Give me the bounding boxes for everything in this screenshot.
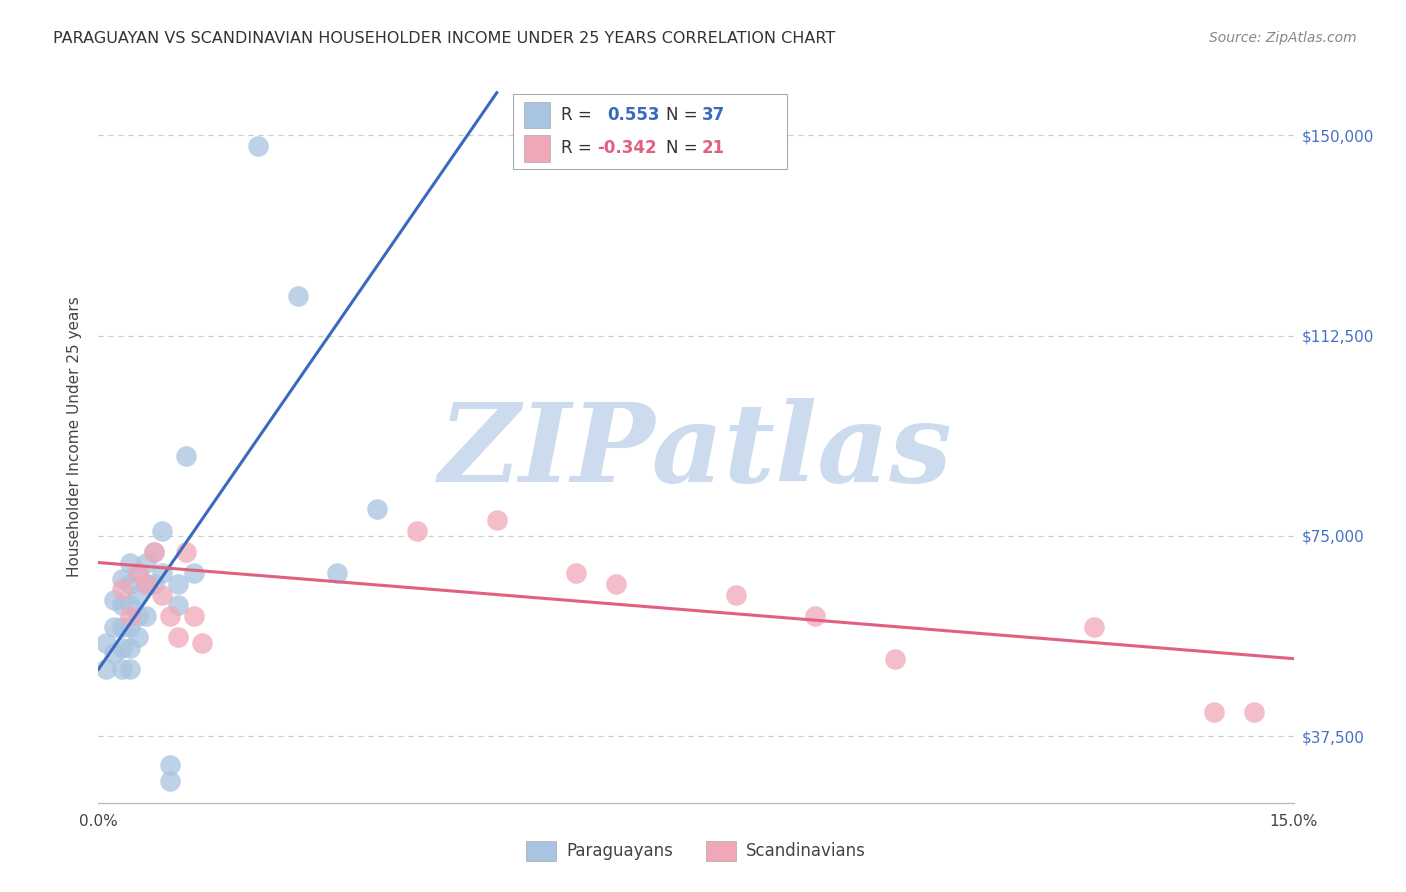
Point <box>120 662 142 676</box>
Text: R =: R = <box>561 139 598 157</box>
Text: 0.553: 0.553 <box>607 106 659 124</box>
Text: Source: ZipAtlas.com: Source: ZipAtlas.com <box>1209 31 1357 45</box>
Point <box>183 566 205 581</box>
Point <box>1243 705 1265 719</box>
Point <box>143 577 166 591</box>
Point <box>127 588 149 602</box>
Point <box>111 599 134 613</box>
Point <box>804 609 827 624</box>
Text: R =: R = <box>561 106 602 124</box>
Text: 21: 21 <box>702 139 724 157</box>
Point <box>135 556 157 570</box>
Point <box>120 577 142 591</box>
Text: 37: 37 <box>702 106 725 124</box>
Point <box>565 566 588 581</box>
Point <box>366 502 388 516</box>
Point <box>135 577 157 591</box>
Point <box>1202 705 1225 719</box>
Point <box>111 640 134 655</box>
Point <box>326 566 349 581</box>
Point <box>485 513 508 527</box>
Point <box>127 566 149 581</box>
Point <box>174 545 197 559</box>
Point <box>191 635 214 649</box>
Point <box>103 593 125 607</box>
Point <box>183 609 205 624</box>
Point <box>120 640 142 655</box>
Point <box>103 646 125 660</box>
Point <box>127 609 149 624</box>
Point <box>406 524 429 538</box>
Point <box>111 572 134 586</box>
Text: ZIPatlas: ZIPatlas <box>439 398 953 506</box>
Point <box>287 288 309 302</box>
Point <box>605 577 627 591</box>
Point <box>111 582 134 597</box>
Point <box>103 619 125 633</box>
Point <box>159 609 181 624</box>
Text: PARAGUAYAN VS SCANDINAVIAN HOUSEHOLDER INCOME UNDER 25 YEARS CORRELATION CHART: PARAGUAYAN VS SCANDINAVIAN HOUSEHOLDER I… <box>53 31 835 46</box>
Point <box>120 599 142 613</box>
Point <box>111 662 134 676</box>
Point <box>127 566 149 581</box>
Point <box>96 662 118 676</box>
Point <box>135 577 157 591</box>
Text: N =: N = <box>666 139 703 157</box>
Point <box>884 651 907 665</box>
Point <box>120 609 142 624</box>
Point <box>1083 619 1105 633</box>
Text: -0.342: -0.342 <box>598 139 657 157</box>
Point <box>120 556 142 570</box>
Legend: Paraguayans, Scandinavians: Paraguayans, Scandinavians <box>519 834 873 868</box>
Point <box>135 609 157 624</box>
Point <box>143 545 166 559</box>
Point <box>167 630 190 644</box>
Point <box>96 635 118 649</box>
Point <box>111 619 134 633</box>
Point <box>724 588 747 602</box>
Point <box>143 545 166 559</box>
Point <box>127 630 149 644</box>
Point <box>167 577 190 591</box>
Point <box>150 524 173 538</box>
Point <box>174 449 197 463</box>
Point <box>120 619 142 633</box>
Point <box>159 774 181 789</box>
Point <box>150 588 173 602</box>
Point <box>159 758 181 772</box>
Point <box>246 139 269 153</box>
Point <box>150 566 173 581</box>
Text: N =: N = <box>666 106 703 124</box>
Point <box>167 599 190 613</box>
Y-axis label: Householder Income Under 25 years: Householder Income Under 25 years <box>67 297 83 577</box>
